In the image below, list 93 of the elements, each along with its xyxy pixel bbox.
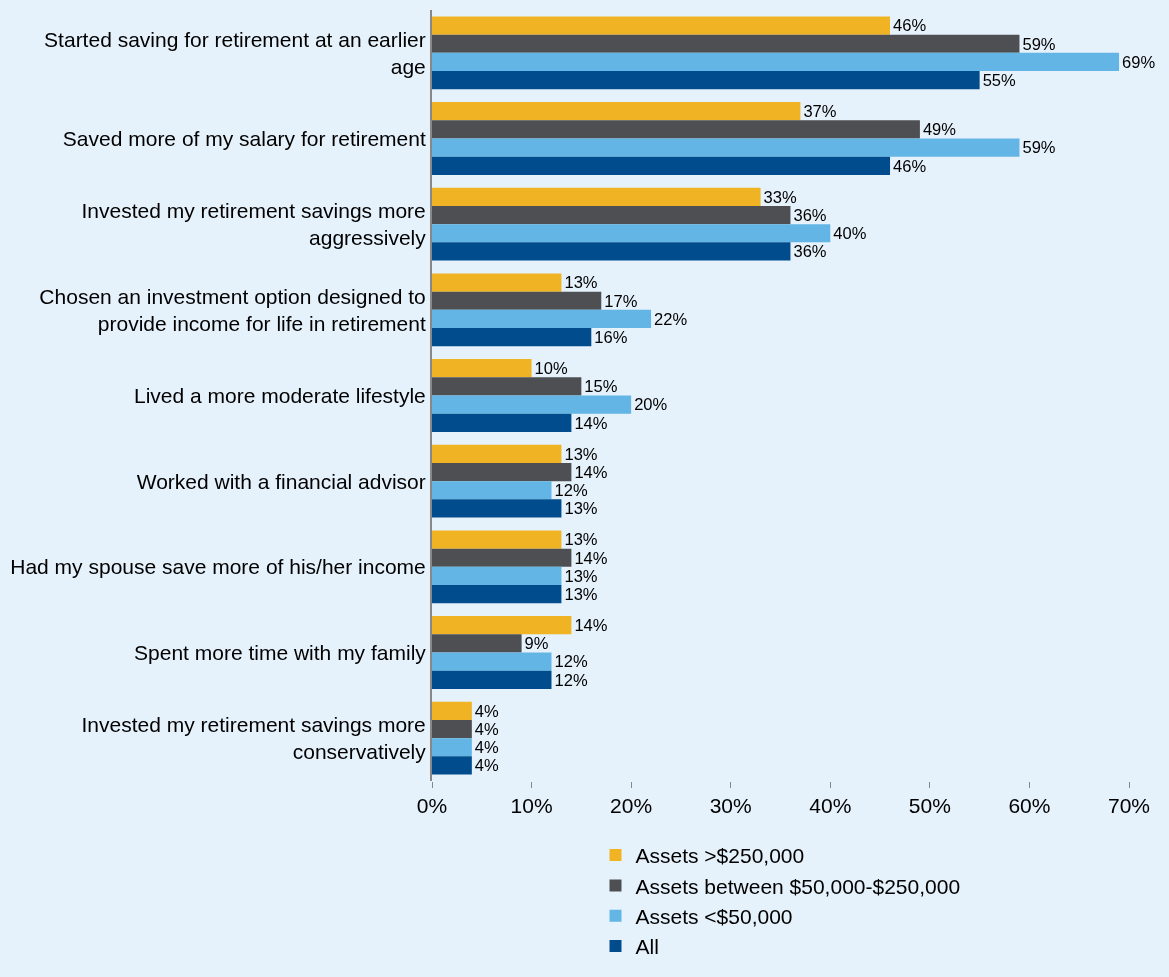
bar (432, 273, 562, 292)
data-label: 55% (982, 70, 1017, 90)
bar (432, 16, 891, 35)
bar (432, 530, 562, 549)
bar (432, 395, 632, 414)
data-label: 14% (574, 413, 608, 433)
data-label: 13% (564, 566, 598, 586)
y-tick-label: Started saving for retirement at an earlier age (44, 27, 426, 78)
data-label: 49% (922, 120, 957, 140)
data-label: 13% (564, 444, 598, 464)
y-tick-label: Spent more time with my family (134, 640, 427, 664)
legend-label: Assets <$50,000 (635, 904, 793, 928)
x-tick-label: 70% (1107, 794, 1151, 818)
bar (432, 309, 652, 329)
bar (432, 566, 562, 586)
data-label: 15% (584, 377, 618, 397)
bar (432, 71, 980, 90)
bar (432, 34, 1020, 53)
data-label: 59% (1022, 34, 1056, 54)
x-tick-label: 60% (1008, 794, 1051, 818)
data-label: 22% (654, 309, 688, 329)
data-label: 13% (564, 530, 598, 550)
data-label: 17% (604, 291, 638, 311)
bar (432, 738, 472, 757)
data-label: 69% (1122, 52, 1156, 72)
bar (432, 634, 522, 653)
data-label: 59% (1022, 138, 1056, 158)
y-tick-label: Saved more of my salary for retirement (62, 126, 426, 150)
bar (432, 413, 572, 432)
bar (432, 585, 562, 604)
bar (432, 670, 552, 689)
bar (432, 377, 582, 396)
bar (432, 616, 572, 635)
data-label: 46% (893, 16, 927, 36)
legend-label: All (635, 935, 659, 959)
data-label: 16% (594, 327, 628, 347)
data-label: 36% (793, 242, 827, 262)
data-label: 12% (554, 670, 588, 690)
data-label: 46% (893, 156, 927, 176)
data-label: 4% (474, 738, 500, 758)
y-tick-label: Worked with a financial advisor (136, 469, 426, 493)
bar (432, 242, 791, 261)
data-label: 36% (793, 205, 827, 225)
data-label: 14% (574, 615, 608, 635)
y-tick-label: Invested my retirement savings more aggressively (81, 198, 427, 250)
bar (432, 138, 1020, 157)
bar (432, 701, 472, 720)
data-label: 13% (564, 584, 598, 604)
data-label: 12% (554, 481, 588, 501)
bar (432, 719, 472, 739)
data-label: 20% (634, 395, 668, 415)
y-tick-label: Chosen an investment option designed to provide income for life in retirement (39, 284, 426, 335)
x-tick-label: 30% (709, 794, 752, 818)
x-tick-label: 40% (809, 794, 852, 818)
y-tick-label: Had my spouse save more of his/her income (10, 555, 426, 579)
bar (432, 291, 602, 310)
bar (432, 102, 801, 121)
data-label: 33% (763, 187, 797, 207)
data-label: 37% (803, 101, 837, 121)
bar (432, 156, 891, 175)
bar (432, 328, 592, 347)
bar (432, 444, 562, 463)
data-label: 9% (524, 634, 549, 654)
data-label: 12% (554, 652, 588, 672)
data-label: 13% (564, 273, 598, 293)
bar (432, 481, 552, 500)
data-label: 14% (574, 548, 608, 568)
bar (432, 359, 532, 378)
data-label: 14% (574, 462, 608, 482)
x-tick-label: 50% (908, 794, 951, 818)
bar (432, 205, 791, 225)
bar (432, 548, 572, 567)
bar (432, 462, 572, 482)
data-label: 13% (564, 499, 598, 519)
x-tick-label: 10% (510, 794, 553, 818)
data-label: 10% (534, 358, 568, 378)
bar (432, 499, 562, 518)
bar (432, 756, 472, 775)
bar (432, 52, 1120, 72)
data-label: 40% (833, 224, 867, 244)
x-tick-label: 20% (610, 794, 653, 818)
legend-label: Assets between $50,000-$250,000 (635, 874, 961, 898)
bar (432, 120, 920, 139)
bar (432, 652, 552, 671)
y-tick-label: Lived a more moderate lifestyle (133, 383, 426, 407)
legend-label: Assets >$250,000 (635, 844, 805, 868)
y-tick-label: Invested my retirement savings more conservatively (81, 712, 427, 764)
bar (432, 187, 761, 206)
data-label: 4% (474, 719, 500, 739)
data-label: 4% (474, 701, 500, 721)
bar (432, 224, 831, 243)
x-tick-label: 0% (416, 794, 448, 818)
data-label: 4% (474, 756, 500, 776)
